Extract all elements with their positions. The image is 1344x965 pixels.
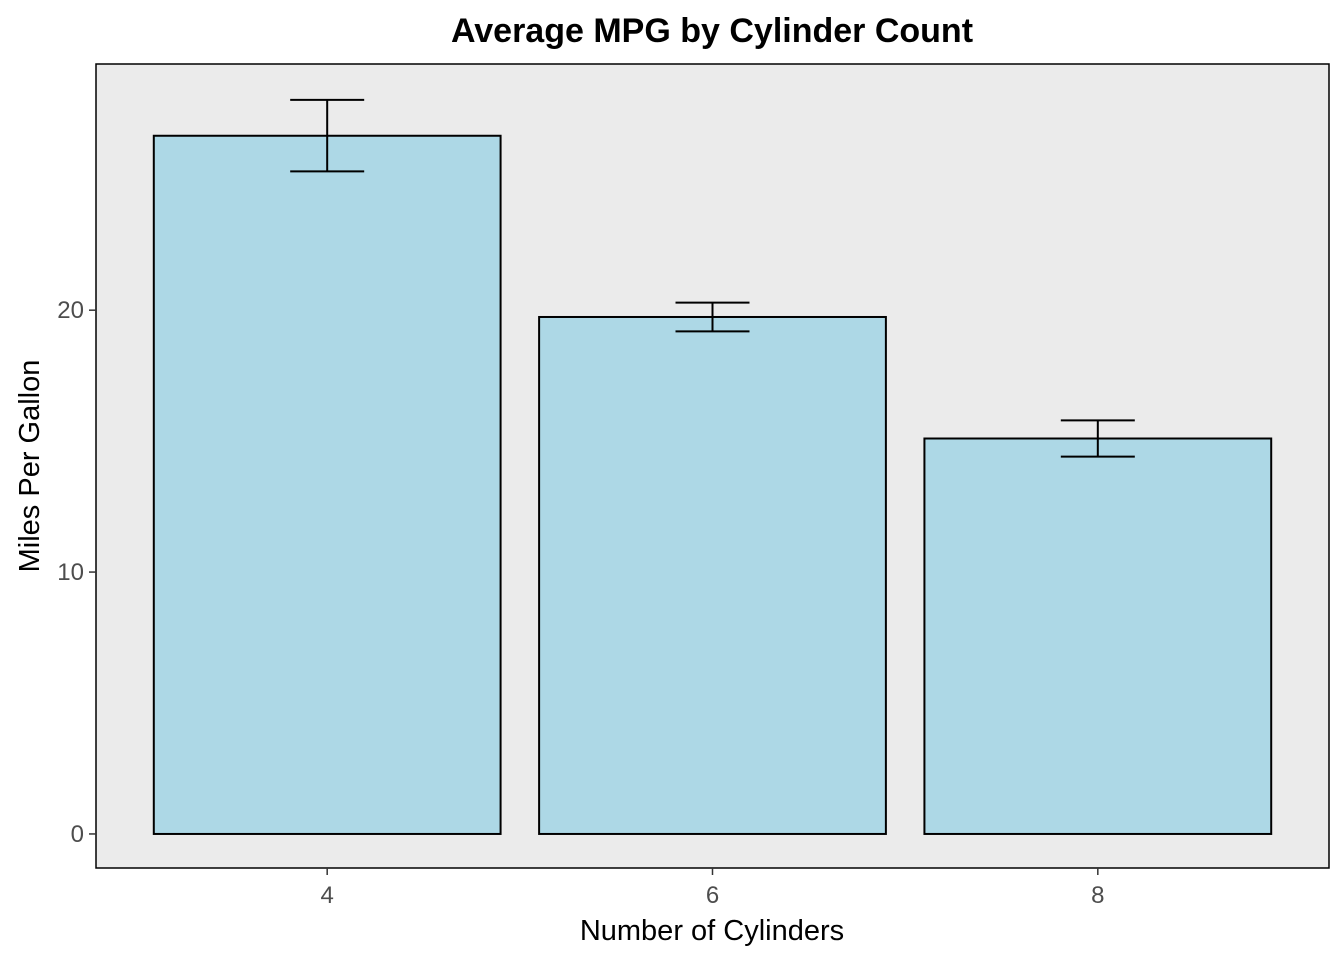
x-axis-title: Number of Cylinders <box>580 915 844 947</box>
x-axis: 4 6 8 <box>321 868 1104 909</box>
error-bar-6 <box>675 301 750 333</box>
bar-6 <box>538 315 887 835</box>
y-axis: 0 10 20 <box>57 297 96 848</box>
x-tick-label: 4 <box>321 882 334 909</box>
error-bar-8 <box>1060 419 1135 458</box>
chart-title: Average MPG by Cylinder Count <box>451 12 973 50</box>
error-bar-4 <box>290 98 365 173</box>
y-tick-label: 10 <box>57 559 84 586</box>
error-bars-layer <box>290 98 1135 458</box>
bar-4 <box>152 134 502 835</box>
x-tick-label: 6 <box>706 882 719 909</box>
x-tick-label: 8 <box>1091 882 1104 909</box>
bar-8 <box>923 437 1273 835</box>
y-tick-label: 0 <box>71 821 84 848</box>
y-tick-label: 20 <box>57 297 84 324</box>
y-axis-title: Miles Per Gallon <box>14 360 46 573</box>
